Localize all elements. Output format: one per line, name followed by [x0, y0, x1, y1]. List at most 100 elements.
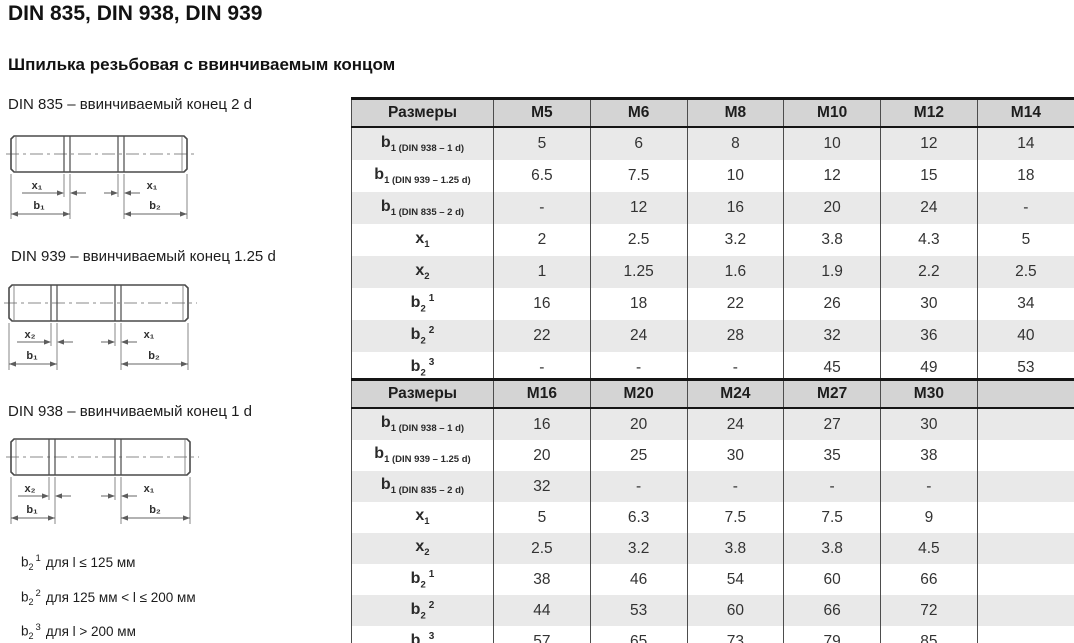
value-cell: 10	[783, 127, 881, 160]
dim-label-x-left: x₁	[32, 180, 43, 192]
row-label: x2	[351, 533, 494, 564]
value-cell: 4.3	[880, 224, 978, 256]
value-cell: -	[589, 471, 687, 502]
column-header-thread-size: M27	[783, 379, 881, 409]
footnote-b2-3: b23 для l > 200 мм	[21, 622, 136, 642]
dim-label-x-right: x₁	[144, 329, 155, 341]
value-cell: 28	[686, 320, 784, 352]
table-row: x2 1 1.25 1.6 1.9 2.2 2.5	[351, 256, 1074, 288]
table-row: b1 (DIN 938 – 1 d) 5 6 8 10 12 14	[351, 127, 1074, 160]
column-header-thread-size: M20	[589, 379, 687, 409]
dim-label-b1: b₁	[26, 504, 38, 516]
value-cell: 6.5	[493, 160, 591, 192]
value-cell: 5	[493, 127, 591, 160]
row-label: x2	[351, 256, 494, 288]
footnote-b2-1: b21 для l ≤ 125 мм	[21, 553, 136, 573]
value-cell: 73	[686, 626, 784, 643]
column-header-thread-size: M14	[976, 98, 1074, 128]
row-label: b21	[351, 564, 494, 595]
column-header-thread-size: M30	[880, 379, 978, 409]
row-label: b1 (DIN 938 – 1 d)	[351, 127, 494, 160]
drawing-caption-din835: DIN 835 – ввинчиваемый конец 2 d	[8, 96, 252, 113]
value-cell: 16	[493, 288, 591, 320]
value-cell: 14	[976, 127, 1074, 160]
value-cell: 60	[783, 564, 881, 595]
value-cell: 22	[686, 288, 784, 320]
value-cell: 20	[589, 408, 687, 440]
footnote-b2-2: b22 для 125 мм < l ≤ 200 мм	[21, 588, 196, 608]
table-row: b1 (DIN 939 – 1.25 d) 6.5 7.5 10 12 15 18	[351, 160, 1074, 192]
drawing-caption-din939: DIN 939 – ввинчиваемый конец 1.25 d	[11, 248, 276, 265]
value-cell: 2.2	[880, 256, 978, 288]
value-cell: 26	[783, 288, 881, 320]
column-header-thread-size: M16	[493, 379, 591, 409]
value-cell: 2.5	[589, 224, 687, 256]
row-label: b1 (DIN 939 – 1.25 d)	[351, 440, 494, 471]
row-label: b21	[351, 288, 494, 320]
value-cell: 16	[686, 192, 784, 224]
row-label: b1 (DIN 938 – 1 d)	[351, 408, 494, 440]
table-row: b1 (DIN 835 – 2 d) -12 16 20 24-	[351, 192, 1074, 224]
dimensions-table-m16-m30: Размеры M16 M20 M24 M27 M30 b1 (DIN 938 – 1 d)…	[351, 378, 1074, 643]
value-cell: 3.2	[686, 224, 784, 256]
value-cell: 57	[493, 626, 591, 643]
value-cell: 4.5	[880, 533, 978, 564]
row-label: b1 (DIN 939 – 1.25 d)	[351, 160, 494, 192]
din835-stud-drawing: x₁ x₁ b₁ b₂	[6, 135, 196, 219]
value-cell: 1.25	[589, 256, 687, 288]
value-cell: 65	[589, 626, 687, 643]
dim-label-x-right: x₁	[144, 483, 155, 495]
value-cell: 16	[493, 408, 591, 440]
value-cell: 18	[589, 288, 687, 320]
value-cell	[976, 626, 1074, 643]
table-row: x1 5 6.3 7.5 7.5 9	[351, 502, 1074, 533]
value-cell	[976, 564, 1074, 595]
value-cell: 30	[686, 440, 784, 471]
dim-label-b1: b₁	[26, 350, 38, 362]
value-cell: 25	[589, 440, 687, 471]
dim-label-b1: b₁	[33, 200, 45, 212]
dim-label-x-left: x₂	[24, 483, 35, 495]
value-cell: 32	[783, 320, 881, 352]
value-cell: 10	[686, 160, 784, 192]
dim-label-x-left: x₂	[24, 329, 35, 341]
table-header-row: Размеры M5 M6 M8 M10 M12 M14	[351, 98, 1074, 128]
table-row: b1 (DIN 938 – 1 d) 16 20 24 27 30	[351, 408, 1074, 440]
value-cell: 5	[976, 224, 1074, 256]
value-cell: 30	[880, 408, 978, 440]
value-cell: 20	[783, 192, 881, 224]
row-label: b23	[351, 626, 494, 643]
value-cell: 1.9	[783, 256, 881, 288]
value-cell	[976, 471, 1074, 502]
value-cell: 54	[686, 564, 784, 595]
value-cell: 46	[589, 564, 687, 595]
value-cell: 15	[880, 160, 978, 192]
value-cell: 36	[880, 320, 978, 352]
table-row: b235765737985	[351, 626, 1074, 643]
table-row: x1 2 2.5 3.2 3.8 4.3 5	[351, 224, 1074, 256]
column-header-thread-size: M5	[493, 98, 591, 128]
drawing-caption-din938: DIN 938 – ввинчиваемый конец 1 d	[8, 403, 252, 420]
din938-stud-drawing: x₂ x₁ b₁ b₂	[6, 438, 199, 524]
value-cell: 1.6	[686, 256, 784, 288]
page-title: DIN 835, DIN 938, DIN 939	[8, 2, 263, 25]
value-cell: 27	[783, 408, 881, 440]
value-cell: 34	[976, 288, 1074, 320]
value-cell: 6.3	[589, 502, 687, 533]
table-row: b21 16 18 22 26 30 34	[351, 288, 1074, 320]
value-cell: 2	[493, 224, 591, 256]
value-cell: 24	[880, 192, 978, 224]
value-cell: 12	[589, 192, 687, 224]
dim-label-x-right: x₁	[147, 180, 158, 192]
table-row: b1 (DIN 939 – 1.25 d) 20 25 30 35 38	[351, 440, 1074, 471]
column-header-thread-size	[976, 379, 1074, 409]
value-cell: 8	[686, 127, 784, 160]
value-cell: 5	[493, 502, 591, 533]
value-cell: 3.2	[589, 533, 687, 564]
row-label: b22	[351, 320, 494, 352]
value-cell: 9	[880, 502, 978, 533]
value-cell: 72	[880, 595, 978, 626]
value-cell: 35	[783, 440, 881, 471]
value-cell: 85	[880, 626, 978, 643]
value-cell: 3.8	[686, 533, 784, 564]
